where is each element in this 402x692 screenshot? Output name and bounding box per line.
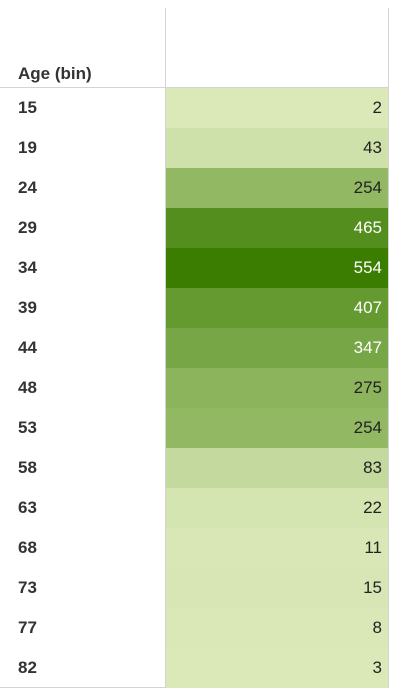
row-label-68: 68 [18, 538, 37, 557]
row-label-77: 77 [18, 618, 37, 637]
left-column-divider [165, 8, 166, 688]
header-divider [0, 87, 389, 88]
heat-cell-77: 8 [166, 608, 388, 648]
row-label-63: 63 [18, 498, 37, 517]
heat-cell-68: 11 [166, 528, 388, 568]
row-label-58: 58 [18, 458, 37, 477]
row-label-73: 73 [18, 578, 37, 597]
row-label-34: 34 [18, 258, 37, 277]
row-label-44: 44 [18, 338, 37, 357]
heat-cell-58: 83 [166, 448, 388, 488]
heat-cell-15: 2 [166, 88, 388, 128]
heat-cell-82: 3 [166, 648, 388, 688]
heat-cell-44: 347 [166, 328, 388, 368]
row-label-48: 48 [18, 378, 37, 397]
heat-cell-19: 43 [166, 128, 388, 168]
row-label-15: 15 [18, 98, 37, 117]
row-label-29: 29 [18, 218, 37, 237]
heat-cell-53: 254 [166, 408, 388, 448]
heat-cell-48: 275 [166, 368, 388, 408]
row-label-19: 19 [18, 138, 37, 157]
heat-cell-39: 407 [166, 288, 388, 328]
row-label-82: 82 [18, 658, 37, 677]
heat-cell-29: 465 [166, 208, 388, 248]
heat-cell-63: 22 [166, 488, 388, 528]
heat-cell-34: 554 [166, 248, 388, 288]
heat-cell-73: 15 [166, 568, 388, 608]
row-label-24: 24 [18, 178, 37, 197]
right-border [388, 8, 389, 688]
row-label-53: 53 [18, 418, 37, 437]
heat-cell-24: 254 [166, 168, 388, 208]
row-label-39: 39 [18, 298, 37, 317]
row-header-label: Age (bin) [18, 64, 92, 83]
